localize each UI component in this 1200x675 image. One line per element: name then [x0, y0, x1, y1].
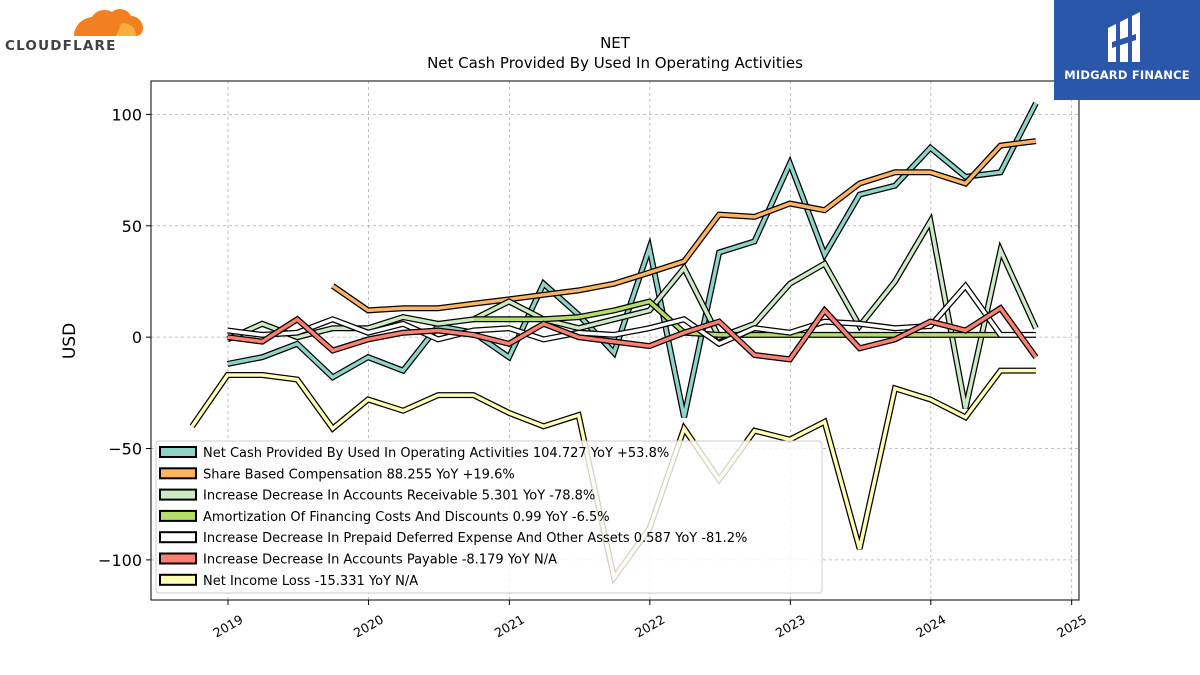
y-tick-label: −50 [108, 440, 142, 459]
y-tick-label: −100 [98, 551, 142, 570]
chart-subtitle: Net Cash Provided By Used In Operating A… [427, 54, 803, 72]
legend-swatch [159, 446, 197, 458]
x-tick-label: 2023 [773, 612, 808, 641]
legend-box [155, 440, 823, 594]
y-tick-label: 50 [122, 217, 142, 236]
legend-entry: Net Income Loss -15.331 YoY N/A [203, 574, 418, 589]
legend-entry: Increase Decrease In Accounts Payable -8… [203, 553, 557, 568]
series-share-based-compensation [330, 138, 1037, 314]
midgard-finance-logo: MIDGARD FINANCE [1054, 0, 1200, 100]
legend-swatch [159, 488, 197, 501]
series-increase-decrease-in-prepaid-deferred-expense-and-other-assets [227, 281, 1036, 348]
series-increase-decrease-in-accounts-payable [227, 304, 1039, 363]
legend-swatch [159, 573, 197, 586]
cloudflare-logo: CLOUDFLARE [4, 4, 144, 56]
y-tick-label: 0 [132, 328, 142, 347]
x-tick-label: 2022 [632, 612, 667, 641]
y-axis-label: USD [60, 323, 80, 359]
legend-swatch [159, 531, 197, 544]
midgard-emblem-icon [1108, 12, 1140, 62]
series-line [331, 139, 1037, 313]
legend-entry: Increase Decrease In Prepaid Deferred Ex… [203, 531, 747, 546]
x-tick-label: 2020 [351, 612, 386, 641]
series-net-cash-provided-by-used-in-operating-activities [227, 101, 1039, 418]
legend-entry: Increase Decrease In Accounts Receivable… [203, 489, 595, 504]
x-tick-label: 2019 [210, 612, 245, 641]
legend-swatch [159, 509, 197, 522]
legend-entry: Net Cash Provided By Used In Operating A… [203, 446, 669, 461]
y-tick-label: 100 [111, 105, 142, 124]
chart-title: NET [600, 34, 631, 52]
series-line [227, 283, 1036, 346]
x-tick-label: 2025 [1054, 612, 1089, 641]
cloud-icon [74, 8, 143, 36]
series-line [226, 216, 1038, 409]
series-line [227, 305, 1038, 362]
plot-frame [150, 80, 1080, 601]
legend: Net Cash Provided By Used In Operating A… [155, 440, 823, 594]
x-tick-label: 2021 [492, 612, 527, 641]
series-increase-decrease-in-accounts-receivable [226, 212, 1039, 410]
legend-swatch [159, 467, 197, 480]
legend-entry: Amortization Of Financing Costs And Disc… [203, 510, 610, 525]
x-tick-label: 2024 [913, 612, 948, 641]
cloudflare-wordmark: CLOUDFLARE [5, 38, 117, 54]
series-lines [189, 101, 1039, 585]
series-line-outline [227, 101, 1039, 418]
midgard-wordmark: MIDGARD FINANCE [1064, 68, 1190, 82]
series-line [227, 102, 1038, 418]
legend-entry: Share Based Compensation 88.255 YoY +19.… [203, 467, 515, 482]
legend-swatch [159, 552, 197, 565]
